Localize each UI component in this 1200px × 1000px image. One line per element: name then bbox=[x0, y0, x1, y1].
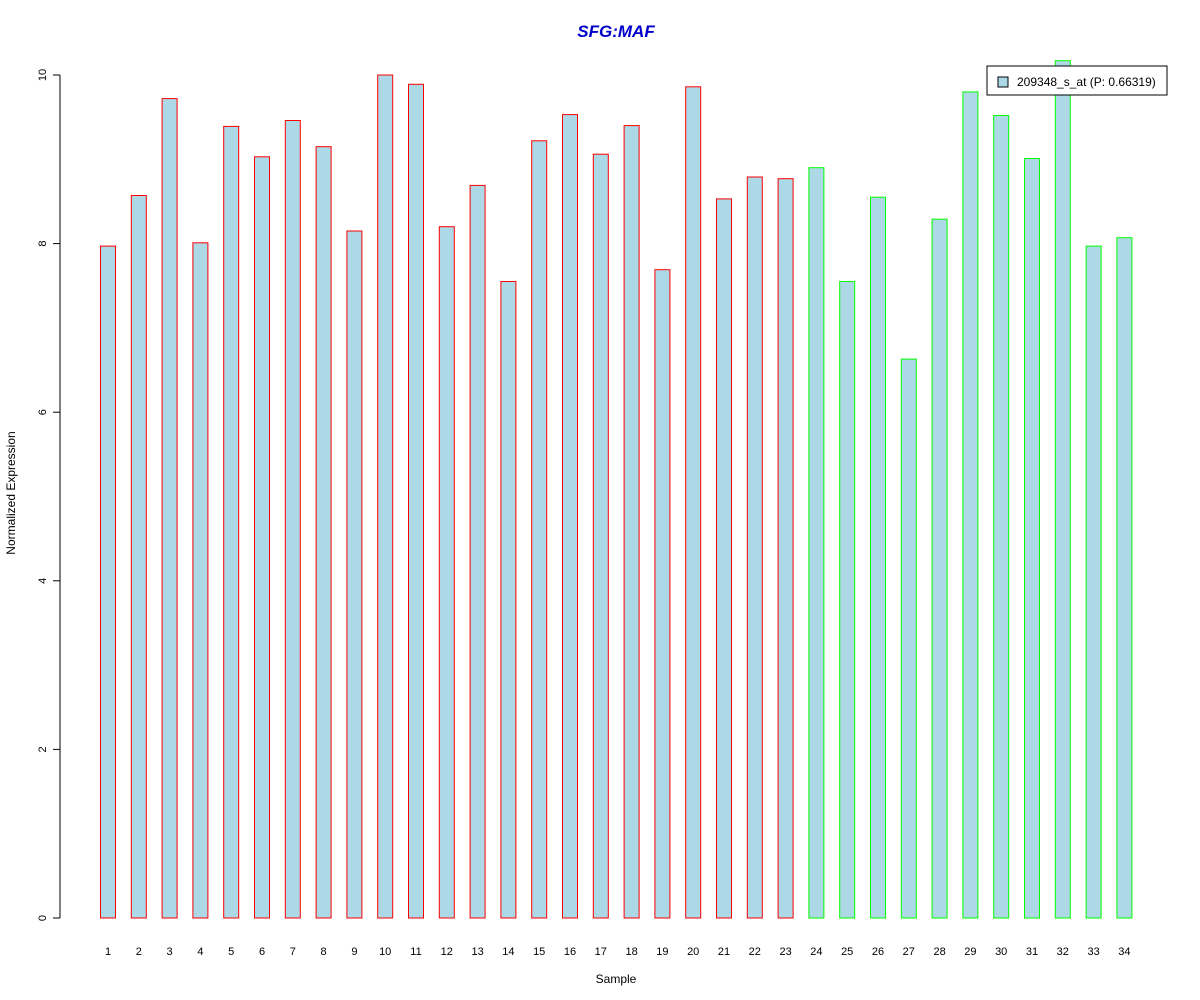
bar-sample-7 bbox=[284, 120, 301, 919]
x-axis-label: Sample bbox=[596, 972, 637, 986]
y-tick-label: 8 bbox=[37, 241, 49, 247]
bar-sample-27 bbox=[900, 358, 917, 919]
bar-sample-20 bbox=[685, 86, 702, 919]
bar-sample-13 bbox=[469, 184, 486, 919]
bar-sample-34 bbox=[1116, 237, 1133, 919]
x-tick-label: 2 bbox=[136, 946, 142, 958]
y-tick-label: 10 bbox=[37, 69, 49, 81]
bar-sample-6 bbox=[254, 156, 270, 919]
bar-sample-22 bbox=[746, 176, 763, 919]
x-tick-label: 25 bbox=[841, 946, 853, 958]
x-tick-label: 3 bbox=[167, 946, 173, 958]
x-tick-label: 24 bbox=[810, 946, 822, 958]
bar-sample-26 bbox=[870, 196, 886, 919]
y-tick-label: 2 bbox=[37, 746, 49, 752]
bar-sample-29 bbox=[962, 91, 979, 919]
y-axis: 0 2 4 6 8 10 bbox=[37, 69, 61, 921]
x-tick-label: 15 bbox=[533, 946, 545, 958]
bar-sample-12 bbox=[438, 226, 455, 919]
x-tick-label: 31 bbox=[1026, 946, 1038, 958]
x-tick-label: 21 bbox=[718, 946, 730, 958]
bar-sample-31 bbox=[1024, 158, 1040, 919]
x-tick-label: 27 bbox=[903, 946, 915, 958]
bars bbox=[100, 60, 1133, 919]
x-tick-label: 16 bbox=[564, 946, 576, 958]
x-tick-label: 26 bbox=[872, 946, 884, 958]
x-tick-label: 4 bbox=[197, 946, 203, 958]
x-tick-label: 33 bbox=[1087, 946, 1099, 958]
legend: 209348_s_at (P: 0.66319) bbox=[986, 65, 1168, 96]
bar-sample-15 bbox=[531, 140, 548, 919]
bar-sample-3 bbox=[161, 98, 178, 919]
bar-sample-8 bbox=[315, 146, 332, 919]
bar-sample-11 bbox=[408, 83, 424, 919]
bar-sample-4 bbox=[192, 242, 209, 919]
bar-sample-28 bbox=[931, 218, 948, 919]
x-tick-label: 19 bbox=[656, 946, 668, 958]
bar-sample-30 bbox=[993, 115, 1010, 919]
x-tick-label: 12 bbox=[441, 946, 453, 958]
x-tick-label: 34 bbox=[1118, 946, 1130, 958]
bar-sample-24 bbox=[808, 167, 825, 919]
x-tick-label: 17 bbox=[595, 946, 607, 958]
x-tick-label: 8 bbox=[321, 946, 327, 958]
x-tick-label: 10 bbox=[379, 946, 391, 958]
x-tick-label: 13 bbox=[471, 946, 483, 958]
x-tick-label: 14 bbox=[502, 946, 514, 958]
x-tick-label: 7 bbox=[290, 946, 296, 958]
y-axis-label: Normalized Expression bbox=[4, 431, 18, 554]
x-tick-label: 22 bbox=[749, 946, 761, 958]
x-tick-label: 30 bbox=[995, 946, 1007, 958]
x-tick-label: 28 bbox=[933, 946, 945, 958]
bar-sample-2 bbox=[130, 195, 147, 919]
bar-sample-25 bbox=[839, 281, 856, 919]
x-tick-label: 6 bbox=[259, 946, 265, 958]
x-tick-label: 32 bbox=[1057, 946, 1069, 958]
bar-sample-33 bbox=[1085, 245, 1102, 919]
y-tick-label: 6 bbox=[37, 409, 49, 415]
bar-sample-23 bbox=[777, 178, 794, 919]
bar-sample-19 bbox=[654, 269, 671, 919]
bar-sample-9 bbox=[346, 230, 363, 919]
bar-sample-14 bbox=[500, 281, 517, 919]
bar-sample-32 bbox=[1054, 60, 1071, 919]
x-tick-label: 20 bbox=[687, 946, 699, 958]
bar-sample-10 bbox=[377, 74, 394, 919]
x-tick-label: 1 bbox=[105, 946, 111, 958]
x-tick-label: 11 bbox=[410, 946, 421, 958]
legend-box bbox=[986, 65, 1168, 96]
x-tick-label: 5 bbox=[228, 946, 234, 958]
bar-sample-17 bbox=[592, 153, 609, 919]
chart-title: SFG:MAF bbox=[577, 22, 655, 41]
x-tick-label: 9 bbox=[351, 946, 357, 958]
bar-sample-18 bbox=[623, 125, 640, 919]
bar-sample-16 bbox=[562, 114, 578, 919]
x-tick-label: 18 bbox=[625, 946, 637, 958]
y-tick-label: 4 bbox=[37, 578, 49, 584]
legend-label: 209348_s_at (P: 0.66319) bbox=[1017, 75, 1156, 89]
bar-sample-5 bbox=[223, 125, 240, 919]
x-tick-label: 23 bbox=[779, 946, 791, 958]
bar-sample-1 bbox=[100, 245, 116, 919]
x-axis-tick-labels: 1 2 3 4 5 6 7 8 9 10 11 12 13 14 15 16 17 18 19 20 21 22 23 24 2… bbox=[105, 946, 1131, 958]
legend-swatch bbox=[997, 76, 1009, 88]
y-tick-label: 0 bbox=[37, 915, 49, 921]
x-tick-label: 29 bbox=[964, 946, 976, 958]
bar-sample-21 bbox=[716, 198, 732, 919]
